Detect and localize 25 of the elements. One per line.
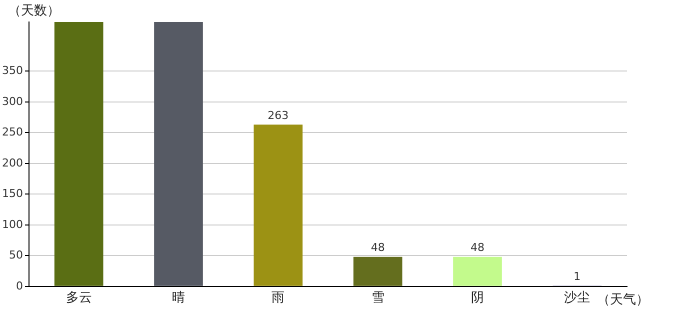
- x-tick-label: 晴: [172, 290, 185, 306]
- x-tick-label: 雨: [272, 290, 285, 306]
- y-tick-label: 50: [8, 248, 23, 262]
- y-tick-label: 300: [2, 94, 23, 108]
- y-tick-label: 0: [16, 279, 23, 292]
- y-axis-title: （天数）: [8, 3, 60, 18]
- y-tick-label: 200: [2, 156, 23, 170]
- data-label: 1: [574, 270, 581, 284]
- x-tick-label: 多云: [66, 290, 92, 306]
- bar: [254, 124, 303, 286]
- data-label: 48: [370, 241, 385, 254]
- x-tick-label: 阴: [471, 290, 484, 306]
- bar: [154, 22, 203, 286]
- x-tick-label: 沙尘: [564, 290, 590, 306]
- y-tick-label: 250: [2, 126, 23, 139]
- data-label: 48: [470, 241, 484, 254]
- bar: [353, 256, 402, 286]
- y-tick-label: 100: [2, 218, 23, 231]
- x-axis-title: （天气）: [597, 292, 649, 308]
- y-tick-label: 150: [2, 187, 23, 200]
- bar: [453, 256, 502, 286]
- y-tick-label: 350: [2, 64, 23, 78]
- bar: [54, 22, 104, 286]
- data-label: 263: [268, 109, 289, 122]
- x-tick-label: 雪: [371, 290, 384, 306]
